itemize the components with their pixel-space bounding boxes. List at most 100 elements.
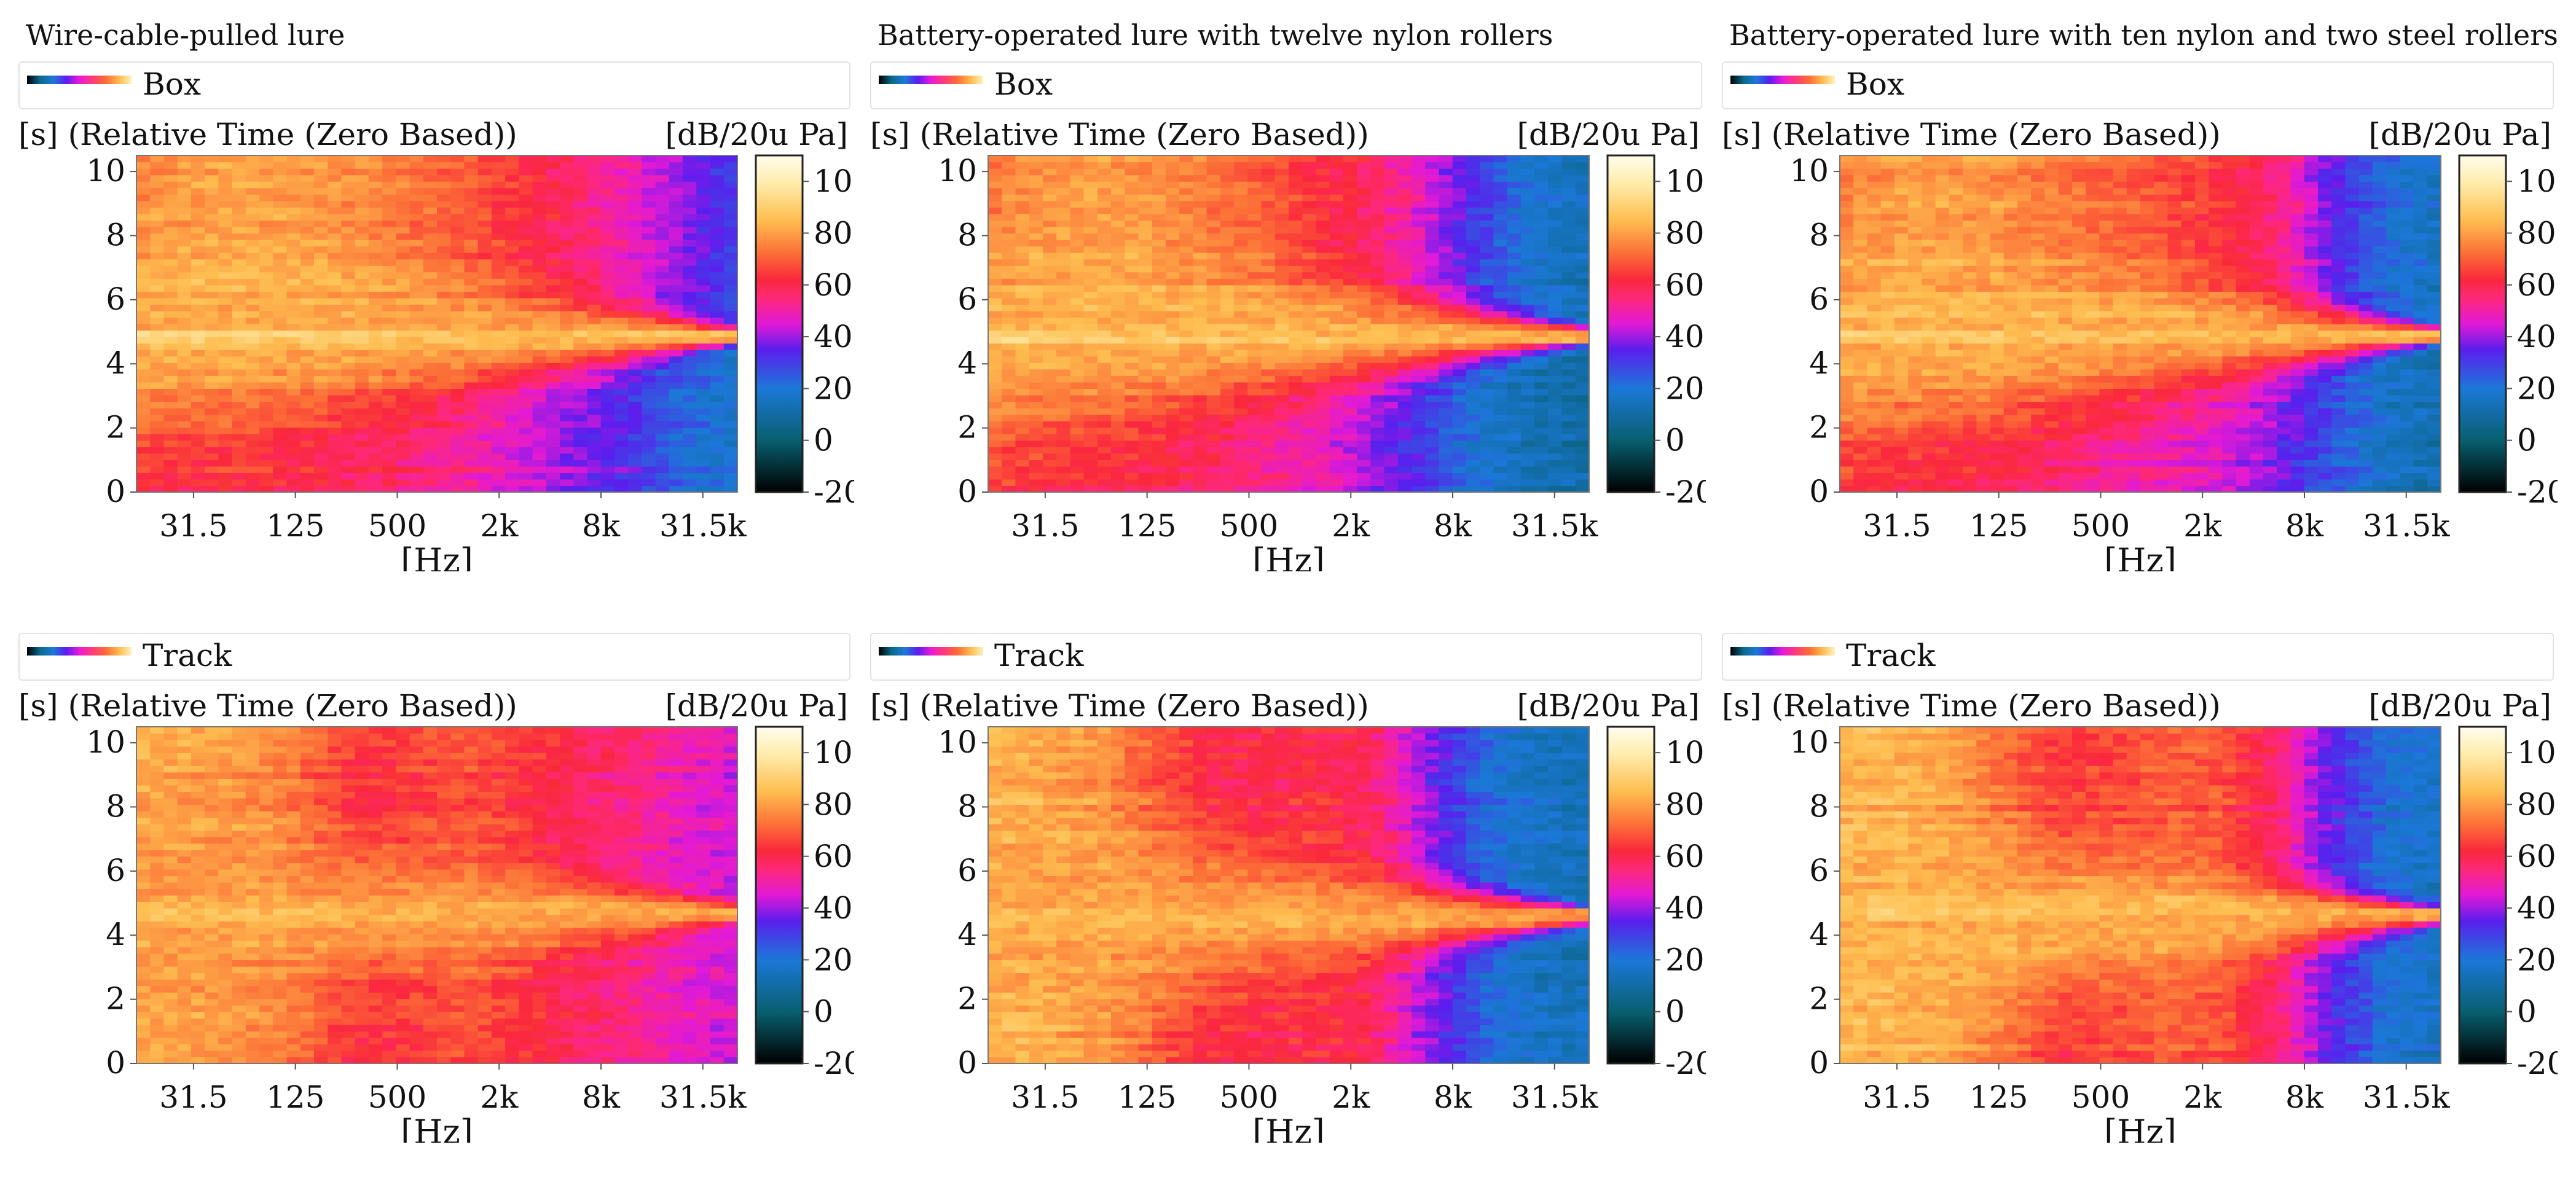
heatmap-cell (1302, 226, 1317, 234)
heatmap-cell (437, 408, 451, 415)
heatmap-cell (477, 343, 492, 350)
heatmap-cell (1206, 291, 1221, 299)
heatmap-cell (205, 226, 219, 234)
heatmap-cell (491, 382, 506, 389)
heatmap-cell (1274, 226, 1289, 234)
heatmap-cell (1493, 453, 1508, 460)
heatmap-cell (450, 421, 465, 428)
heatmap-cell (1316, 324, 1330, 331)
heatmap-cell (313, 356, 328, 363)
heatmap-cell (273, 272, 288, 279)
heatmap-cell (1316, 343, 1330, 350)
heatmap-cell (2400, 466, 2414, 473)
heatmap-cell (600, 252, 615, 260)
heatmap-cell (1949, 485, 1963, 493)
heatmap-cell (300, 479, 315, 487)
heatmap-cell (1329, 330, 1344, 337)
heatmap-cell (218, 181, 233, 189)
heatmap-cell (1493, 324, 1508, 331)
heatmap-cell (614, 350, 629, 357)
heatmap-cell (477, 472, 492, 480)
heatmap-cell (382, 284, 396, 292)
heatmap-cell (1220, 479, 1235, 487)
heatmap-cell (1179, 220, 1194, 227)
heatmap-cell (1534, 337, 1549, 344)
heatmap-cell (1097, 440, 1112, 447)
heatmap-cell (1193, 252, 1208, 260)
heatmap-cell (341, 155, 356, 163)
heatmap-cell (1220, 382, 1235, 389)
heatmap-cell (2427, 485, 2441, 493)
y-tick-label: 8 (106, 217, 125, 252)
heatmap-cell (1880, 447, 1895, 454)
heatmap-cell (1302, 330, 1317, 337)
heatmap-cell (1534, 213, 1549, 221)
heatmap-cell (1152, 394, 1166, 402)
heatmap-cell (1220, 408, 1235, 415)
heatmap-cell (1329, 485, 1344, 493)
heatmap-cell (491, 297, 506, 305)
heatmap-cell (655, 213, 670, 221)
heatmap-cell (1412, 453, 1426, 460)
heatmap-cell (1370, 427, 1385, 434)
heatmap-cell (988, 317, 1002, 324)
heatmap-cell (1534, 246, 1549, 253)
heatmap-cell (1274, 155, 1289, 163)
heatmap-cell (1439, 479, 1453, 487)
heatmap-cell (642, 337, 656, 344)
heatmap-cell (696, 472, 711, 480)
heatmap-cell (505, 207, 519, 214)
heatmap-cell (1548, 168, 1563, 176)
heatmap-cell (655, 394, 670, 402)
heatmap-cell (1234, 414, 1248, 421)
heatmap-cell (1343, 181, 1357, 189)
heatmap-cell (245, 207, 260, 214)
heatmap-cell (723, 246, 738, 253)
heatmap-cell (1193, 447, 1208, 454)
heatmap-cell (450, 408, 465, 415)
heatmap-cell (642, 434, 656, 441)
heatmap-cell (642, 278, 656, 286)
heatmap-cell (1015, 284, 1030, 292)
chart-panel: Battery-operated lure with twelve nylon … (870, 0, 1706, 571)
heatmap-cell (150, 375, 165, 383)
heatmap-cell (150, 155, 165, 163)
heatmap-cell (300, 213, 315, 221)
heatmap-cell (1534, 259, 1549, 266)
heatmap-cell (1452, 479, 1467, 487)
heatmap-cell (355, 278, 369, 286)
heatmap-cell (600, 356, 615, 363)
heatmap-cell (1384, 421, 1399, 428)
heatmap-cell (1206, 246, 1221, 253)
heatmap-cell (1534, 162, 1549, 169)
heatmap-cell (560, 304, 574, 311)
heatmap-cell (560, 317, 574, 324)
heatmap-cell (1206, 200, 1221, 208)
heatmap-cell (1261, 310, 1276, 318)
heatmap-cell (546, 453, 560, 460)
heatmap-cell (1247, 324, 1262, 331)
heatmap-cell (1097, 324, 1112, 331)
heatmap-cell (1894, 453, 1909, 460)
heatmap-cell (273, 259, 288, 266)
heatmap-cell (1193, 375, 1208, 383)
heatmap-cell (1343, 187, 1357, 195)
heatmap-cell (450, 350, 465, 357)
heatmap-cell (560, 278, 574, 286)
heatmap-cell (259, 181, 273, 189)
heatmap-cell (1234, 440, 1248, 447)
heatmap-cell (1466, 304, 1480, 311)
heatmap-cell (190, 382, 205, 389)
heatmap-cell (1015, 434, 1030, 441)
heatmap-cell (2181, 466, 2196, 473)
heatmap-cell (368, 259, 383, 266)
heatmap-cell (1206, 284, 1221, 292)
y-tick-label: 10 (938, 154, 977, 189)
heatmap-cell (546, 401, 560, 409)
heatmap-cell (355, 337, 369, 344)
heatmap-cell (1370, 343, 1385, 350)
heatmap-cell (273, 337, 288, 344)
heatmap-cell (313, 278, 328, 286)
heatmap-cell (1029, 207, 1043, 214)
